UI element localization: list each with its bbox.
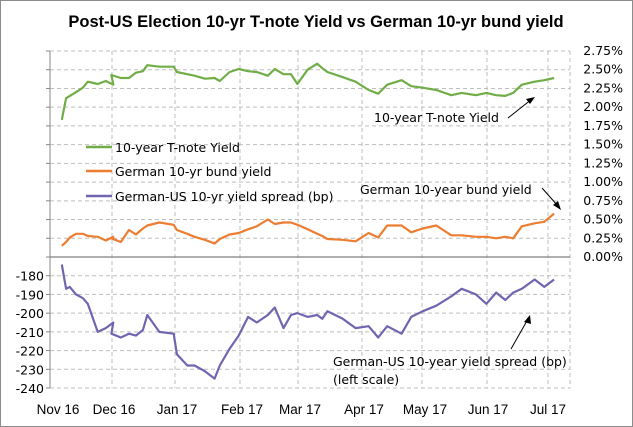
annotation-spread: German-US 10-year yield spread (bp)	[333, 354, 567, 369]
legend-label-bund: German 10-yr bund yield	[115, 164, 271, 179]
annotation-arrow-bund	[541, 187, 559, 207]
annotation-spread-line2: (left scale)	[333, 372, 399, 387]
left-tick-label: -200	[16, 306, 44, 321]
annotations: 10-year T-note Yield German 10-year bund…	[333, 97, 567, 387]
grid	[50, 50, 571, 389]
x-tick-label: Mar 17	[279, 402, 321, 417]
right-tick-label: 1.50%	[583, 137, 623, 152]
series-spread-line	[60, 264, 555, 380]
right-tick-label: 2.25%	[583, 80, 623, 95]
left-tick-label: -230	[16, 362, 44, 377]
x-tick-label: Jul 17	[530, 402, 566, 417]
annotation-arrowhead-bund	[553, 201, 561, 210]
x-tick-label: Jan 17	[157, 402, 198, 417]
annotation-arrowhead-tnote	[526, 97, 535, 104]
axes: 2.75% 2.50% 2.25% 2.00% 1.75% 1.50% 1.25% 1.00%…	[16, 43, 623, 417]
series-tnote-line	[60, 62, 555, 121]
right-tick-label: 0.00%	[583, 249, 623, 264]
chart-title: Post-US Election 10-yr T-note Yield vs G…	[68, 13, 563, 31]
right-tick-label: 1.75%	[583, 118, 623, 133]
left-tick-label: -240	[16, 381, 44, 396]
right-tick-label: 1.25%	[583, 155, 623, 170]
x-tick-label: Feb 17	[221, 402, 263, 417]
series-bund-line	[61, 212, 555, 247]
annotation-arrow-tnote	[507, 98, 533, 119]
legend-label-tnote: 10-year T-note Yield	[115, 140, 240, 155]
x-tick-label: Jun 17	[468, 402, 509, 417]
x-tick-label: Nov 16	[37, 402, 80, 417]
left-tick-label: -210	[16, 325, 44, 340]
left-tick-label: -190	[16, 287, 44, 302]
right-tick-label: 0.50%	[583, 212, 623, 227]
right-tick-label: 2.50%	[583, 62, 623, 77]
annotation-arrow-spread	[510, 318, 529, 350]
right-tick-label: 2.00%	[583, 99, 623, 114]
annotation-arrowhead-spread	[524, 315, 531, 324]
x-tick-label: Apr 17	[344, 402, 384, 417]
right-tick-label: 0.25%	[583, 230, 623, 245]
annotation-tnote: 10-year T-note Yield	[374, 110, 499, 125]
series-layer	[60, 62, 555, 380]
right-tick-label: 2.75%	[583, 43, 623, 58]
right-tick-label: 1.00%	[583, 174, 623, 189]
x-tick-label: Dec 16	[93, 402, 136, 417]
legend-label-spread: German-US 10-yr yield spread (bp)	[115, 189, 333, 204]
left-tick-label: -180	[16, 269, 44, 284]
legend: 10-year T-note Yield German 10-yr bund y…	[86, 140, 333, 204]
annotation-bund: German 10-year bund yield	[360, 182, 532, 197]
left-tick-label: -220	[16, 344, 44, 359]
x-tick-label: May 17	[403, 402, 447, 417]
right-tick-label: 0.75%	[583, 193, 623, 208]
